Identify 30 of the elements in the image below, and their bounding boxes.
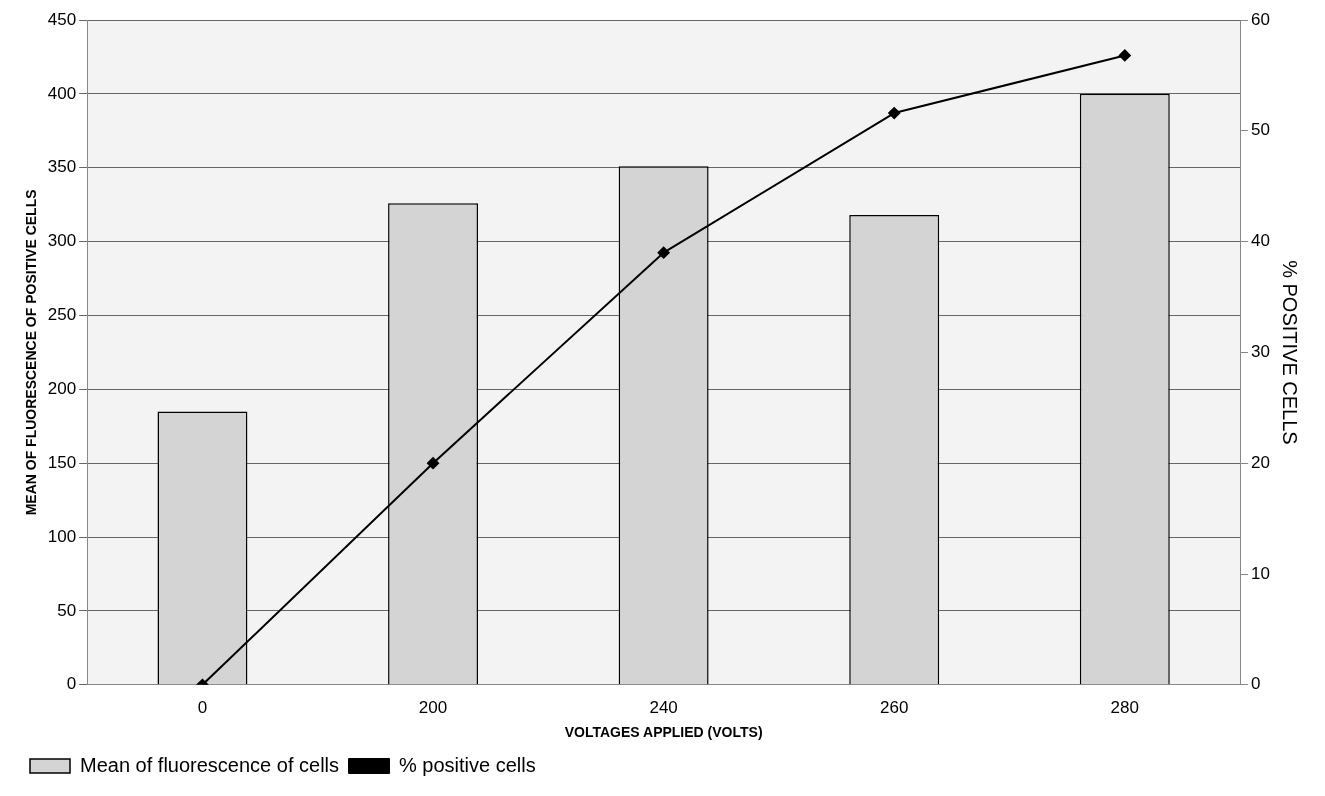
point [888, 107, 901, 120]
y-tick-label: 100 [47, 526, 77, 546]
x-tick-label: 240 [649, 697, 678, 717]
y-tick-label: 0 [66, 674, 77, 694]
y-tick-label: 450 [47, 9, 77, 29]
point [1118, 49, 1131, 62]
x-tick-label: 0 [197, 697, 208, 717]
y2-axis-title: % POSITIVE CELLS [1279, 260, 1302, 445]
point [657, 246, 670, 259]
y-tick-label: 250 [47, 305, 77, 325]
x-tick-label: 260 [880, 697, 909, 717]
x-tick-label: 280 [1110, 697, 1139, 717]
x-axis-title: VOLTAGES APPLIED (VOLTS) [564, 724, 763, 741]
legend-label: Mean of fluorescence of cells [80, 753, 340, 776]
y2-tick-label: 60 [1251, 9, 1271, 29]
y2-tick-label: 0 [1251, 674, 1261, 694]
y-axis-title: MEAN OF FLUORESCENCE OF POSITIVE CELLS [23, 189, 40, 516]
y2-tick-label: 20 [1251, 452, 1271, 472]
y2-tick-label: 50 [1251, 120, 1271, 140]
y-tick-label: 200 [47, 379, 77, 399]
y2-tick-label: 40 [1251, 231, 1271, 251]
y-tick-label: 350 [47, 157, 77, 177]
y-tick-label: 50 [57, 600, 77, 620]
x-tick-label: 200 [418, 697, 448, 717]
legend-label: % positive cells [399, 753, 536, 776]
y2-tick-label: 30 [1251, 342, 1271, 362]
y-tick-label: 300 [47, 231, 77, 251]
y-tick-label: 150 [47, 452, 77, 472]
y-tick-label: 400 [47, 83, 77, 103]
y2-tick-label: 10 [1251, 563, 1271, 583]
